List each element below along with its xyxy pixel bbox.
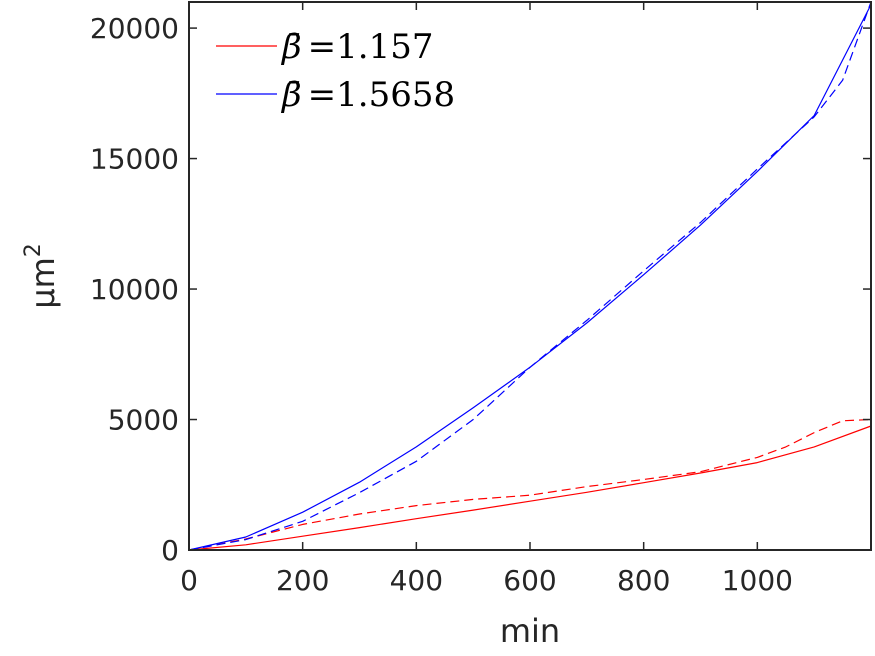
y-axis-label: μm2 [21,243,62,309]
legend-symbol-blue: β̄ [280,75,302,115]
y-tick-label: 0 [161,534,179,567]
series-layer [188,1,872,551]
y-tick-label: 5000 [108,404,179,437]
x-tick-label: 600 [503,564,556,597]
x-axis-label: min [500,612,560,650]
legend-label-red: β̄ =1.157 [280,27,433,67]
series-line-1 [188,418,872,551]
y-tick-label: 10000 [90,273,179,306]
y-axis-label-exponent: 2 [21,243,46,257]
y-tick-label: 20000 [90,12,179,45]
legend-symbol-red: β̄ [280,27,302,67]
legend: β̄ =1.157 β̄ =1.5658 [204,24,464,118]
x-tick-label: 800 [617,564,670,597]
x-tick-label: 1000 [722,564,793,597]
series-line-0 [188,425,872,551]
y-tick-label: 15000 [90,143,179,176]
legend-label-blue: β̄ =1.5658 [280,75,455,115]
legend-box [204,24,464,118]
y-axis-label-unit: μm [24,257,62,309]
x-tick-label: 0 [180,564,198,597]
series-line-3 [188,1,872,551]
legend-value-blue: =1.5658 [308,75,455,115]
legend-value-red: =1.157 [308,27,434,67]
x-tick-label: 200 [276,564,329,597]
x-tick-label: 400 [390,564,443,597]
